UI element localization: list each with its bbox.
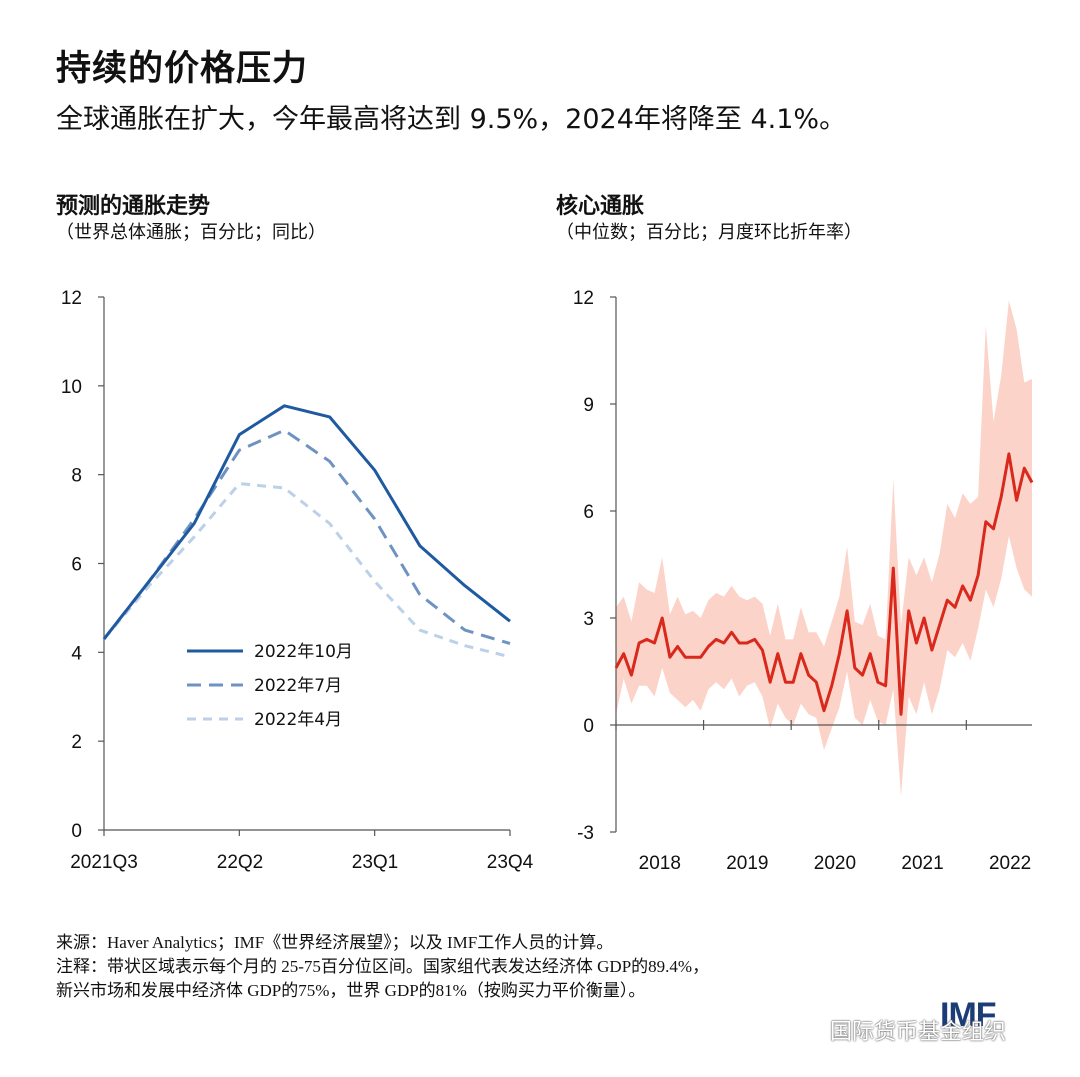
series-line	[102, 482, 511, 659]
right-y-tick-label: 9	[583, 395, 594, 416]
left-y-tick-label: 2	[71, 732, 82, 753]
right-y-tick-label: 12	[573, 288, 594, 309]
legend-label: 2022年4月	[254, 710, 342, 730]
series-line	[102, 428, 511, 645]
left-x-tick-label: 22Q2	[217, 852, 263, 873]
legend-label: 2022年10月	[254, 642, 353, 662]
left-x-tick-label: 23Q1	[352, 852, 398, 873]
left-y-tick-label: 6	[71, 555, 82, 576]
left-y-tick-label: 4	[71, 643, 82, 664]
left-y-tick-label: 8	[71, 466, 82, 487]
right-y-tick-label: 0	[583, 716, 594, 737]
series-line	[102, 404, 511, 640]
left-y-tick-label: 12	[61, 288, 82, 309]
right-x-tick-label: 2022	[989, 853, 1031, 874]
right-x-tick-label: 2019	[726, 853, 768, 874]
page-subtitle: 全球通胀在扩大，今年最高将达到 9.5%，2024年将降至 4.1%。	[56, 104, 847, 135]
imf-logo: IMF	[940, 996, 997, 1034]
watermark: 国际货币基金组织	[784, 1014, 1006, 1046]
left-x-tick-label: 23Q4	[487, 852, 534, 873]
right-chart-subtitle: （中位数；百分比；月度环比折年率）	[556, 222, 862, 243]
left-x-tick-label: 2021Q3	[70, 852, 138, 873]
median-line	[614, 452, 1034, 716]
right-x-tick-label: 2020	[814, 853, 856, 874]
right-x-tick-label: 2021	[901, 853, 943, 874]
left-chart-title: 预测的通胀走势	[56, 194, 211, 219]
right-x-tick-label: 2018	[639, 853, 681, 874]
left-y-tick-label: 10	[61, 377, 82, 398]
right-y-tick-label: 3	[583, 609, 594, 630]
page-title: 持续的价格压力	[56, 49, 309, 89]
watermark-text: 国际货币基金组织	[830, 1020, 1007, 1045]
left-chart-subtitle: （世界总体通胀；百分比；同比）	[56, 222, 326, 243]
source-note: 来源：Haver Analytics；IMF《世界经济展望》；以及 IMF工作人…	[56, 933, 614, 952]
footnote-line-1: 注释：带状区域表示每个月的 25-75百分位区间。国家组代表发达经济体 GDP的…	[56, 957, 710, 976]
right-y-tick-label: 6	[583, 502, 594, 523]
footnote-line-2: 新兴市场和发展中经济体 GDP的75%，世界 GDP的81%（按购买力平价衡量）…	[56, 981, 646, 1000]
right-chart-title: 核心通胀	[556, 194, 645, 219]
right-y-tick-label: -3	[577, 823, 594, 844]
left-y-tick-label: 0	[71, 821, 82, 842]
legend-label: 2022年7月	[254, 676, 342, 696]
percentile-band	[616, 300, 1032, 797]
wechat-icon	[785, 1017, 820, 1042]
